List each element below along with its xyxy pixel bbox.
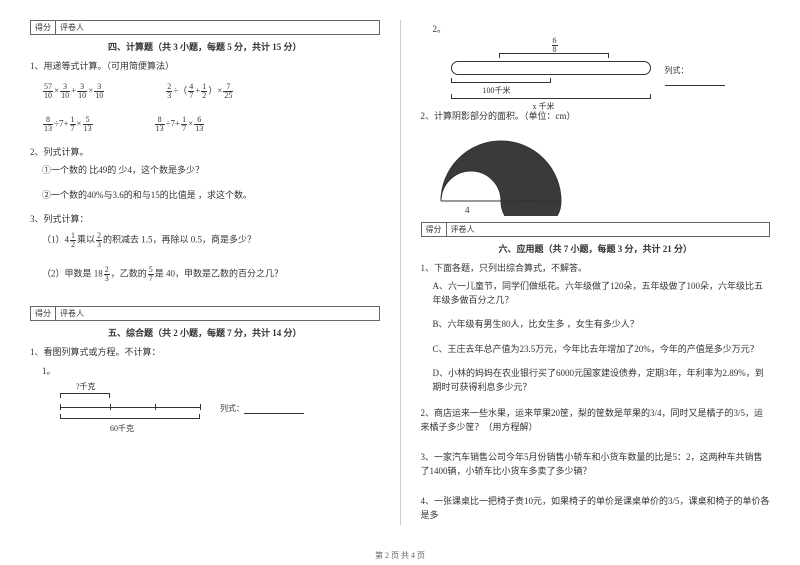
expr-row-1: 5710×310+310×310 23÷（47+12）×725 bbox=[42, 83, 380, 100]
diagram-1: ?千克 60千克 列式： bbox=[50, 381, 310, 451]
d1-q-label: ?千克 bbox=[76, 381, 96, 392]
q5-2: 2、计算阴影部分的面积。（单位：cm） bbox=[421, 110, 771, 124]
q6-1: 1、下面各题，只列出综合算式，不解答。 bbox=[421, 262, 771, 276]
q6-1c: C、王庄去年总产值为23.5万元，今年比去年增加了20%，今年的产值是多少万元？ bbox=[433, 343, 771, 357]
q5-2-label: 2。 bbox=[433, 22, 771, 35]
q4-2a: ①一个数的 比49的 少4，这个数是多少？ bbox=[42, 164, 380, 178]
right-column: 2。 68 100千米 x 千米 列式： 2、计算阴影部分的面积。（单位：cm）… bbox=[421, 20, 771, 525]
q5-1: 1、看图列算式或方程。不计算： bbox=[30, 346, 380, 360]
section-6-title: 六、应用题（共 7 小题，每题 3 分，共计 21 分） bbox=[421, 242, 771, 255]
score-box-sec6: 得分 评卷人 bbox=[421, 222, 771, 237]
d1-bracket-top bbox=[60, 393, 110, 397]
d1-total-label: 60千克 bbox=[110, 423, 134, 434]
q4-3a: （1）412乘以23的积减去 1.5，再除以 0.5，商是多少？ bbox=[42, 232, 380, 249]
marker-label: 评卷人 bbox=[56, 21, 88, 34]
q6-1d: D、小林的妈妈在农业银行买了6000元国家建设债券，定期3年，年利率为2.89%… bbox=[433, 367, 771, 394]
q6-1b: B、六年级有男生80人，比女生多 ，女生有多少人？ bbox=[433, 318, 771, 332]
expr-1a: 5710×310+310×310 bbox=[42, 83, 105, 100]
section-5-title: 五、综合题（共 2 小题，每题 7 分，共计 14 分） bbox=[30, 326, 380, 339]
q6-3: 3、一家汽车销售公司今年5月份销售小轿车和小货车数量的比是5：2，这两种车共销售… bbox=[421, 451, 771, 478]
q5-1-sub: 1。 bbox=[42, 364, 380, 377]
expr-row-2: 813÷7+17×513 813÷7+17×613 bbox=[42, 116, 380, 133]
section-4-title: 四、计算题（共 3 小题，每题 5 分，共计 15 分） bbox=[30, 40, 380, 53]
expr-1b: 23÷（47+12）×725 bbox=[165, 83, 234, 100]
q4-2b: ②一个数的40%与3.6的和与15的比值是 ，求这个数。 bbox=[42, 189, 380, 203]
q4-3: 3、列式计算： bbox=[30, 213, 380, 227]
q4-3b: （2）甲数是 1823，乙数的57是 40，甲数是乙数的百分之几？ bbox=[42, 266, 380, 283]
score-label-2: 得分 bbox=[31, 307, 56, 320]
arc-diagram: 4 8 bbox=[431, 131, 591, 216]
arc-label-8: 8 bbox=[525, 205, 530, 215]
d2-bracket-left bbox=[451, 79, 551, 83]
left-column: 得分 评卷人 四、计算题（共 3 小题，每题 5 分，共计 15 分） 1、用递… bbox=[30, 20, 380, 525]
marker-label-3: 评卷人 bbox=[447, 223, 479, 236]
expr-1d: 813÷7+17×613 bbox=[154, 116, 206, 133]
d2-xkm: x 千米 bbox=[533, 101, 555, 112]
diagram-2: 68 100千米 x 千米 列式： bbox=[441, 39, 741, 103]
d1-answer-label: 列式： bbox=[220, 403, 304, 414]
d2-answer-label: 列式： bbox=[665, 65, 741, 86]
d1-bracket-bot bbox=[60, 415, 200, 419]
marker-label-2: 评卷人 bbox=[56, 307, 88, 320]
score-label-3: 得分 bbox=[422, 223, 447, 236]
arc-label-4: 4 bbox=[465, 205, 470, 215]
d2-oval bbox=[451, 61, 651, 75]
q6-1a: A、六一儿童节，同学们做纸花。六年级做了120朵，五年级做了100朵，六年级比五… bbox=[433, 280, 771, 307]
score-box-sec5: 得分 评卷人 bbox=[30, 306, 380, 321]
q6-2: 2、商店运来一些水果，运来苹果20筐，梨的筐数是苹果的3/4，同时又是橘子的3/… bbox=[421, 407, 771, 434]
q4-2: 2、列式计算。 bbox=[30, 146, 380, 160]
d2-bracket-top bbox=[499, 53, 609, 57]
d2-frac: 68 bbox=[551, 37, 559, 54]
q4-1: 1、用递等式计算。（可用简便算法） bbox=[30, 60, 380, 74]
expr-1c: 813÷7+17×513 bbox=[42, 116, 94, 133]
column-divider bbox=[400, 20, 401, 525]
q6-4: 4、一张课桌比一把椅子贵10元，如果椅子的单价是课桌单价的3/5，课桌和椅子的单… bbox=[421, 495, 771, 522]
score-box-sec4: 得分 评卷人 bbox=[30, 20, 380, 35]
score-label: 得分 bbox=[31, 21, 56, 34]
d2-bracket-full bbox=[451, 95, 651, 99]
page-footer: 第 2 页 共 4 页 bbox=[0, 550, 800, 561]
d1-segment bbox=[60, 407, 200, 408]
